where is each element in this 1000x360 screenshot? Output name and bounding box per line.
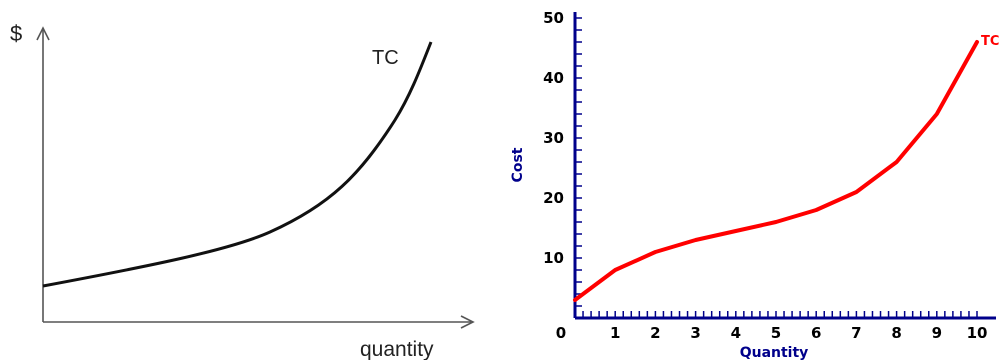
- left-chart: $ quantity TC: [10, 21, 475, 360]
- left-y-axis-label: $: [10, 21, 22, 46]
- right-y-tick-label: 50: [543, 9, 564, 27]
- right-tc-point: [975, 40, 979, 44]
- right-tc-point: [935, 112, 939, 116]
- right-y-tick-label: 30: [543, 129, 564, 147]
- right-x-tick-label: 0: [556, 324, 566, 342]
- right-tc-point: [694, 238, 698, 242]
- right-y-axis-label: Cost: [510, 147, 526, 182]
- right-x-tick-label: 7: [851, 324, 861, 342]
- right-x-tick-label: 6: [811, 324, 821, 342]
- right-x-tick-label: 2: [650, 324, 660, 342]
- left-x-axis-label: quantity: [360, 338, 434, 360]
- right-y-tick-labels: 10 20 30 40 50: [543, 9, 564, 267]
- left-y-axis-arrow: [36, 26, 50, 41]
- right-tc-point: [854, 190, 858, 194]
- right-x-tick-label: 8: [891, 324, 901, 342]
- right-tc-point: [613, 268, 617, 272]
- right-chart: 0 1 2 3 4 5 6 7 8 9 10 10 20 30 40 50 Quantity Cost TC: [510, 9, 999, 360]
- right-x-tick-label: 10: [967, 324, 988, 342]
- right-x-tick-label: 4: [731, 324, 741, 342]
- right-y-tick-label: 40: [543, 69, 564, 87]
- right-tc-line: [573, 40, 979, 302]
- right-tc-point: [573, 298, 577, 302]
- right-x-axis-label: Quantity: [740, 345, 809, 360]
- left-tc-curve: [42, 41, 433, 288]
- right-tc-label: TC: [981, 34, 999, 49]
- right-y-tick-label: 20: [543, 189, 564, 207]
- left-tc-label: TC: [372, 47, 399, 69]
- right-y-tick-label: 10: [543, 249, 564, 267]
- right-tc-points: [573, 40, 979, 302]
- right-tc-point: [734, 229, 738, 233]
- right-tc-point: [774, 220, 778, 224]
- right-minor-ticks: [576, 17, 978, 317]
- right-x-tick-label: 1: [610, 324, 620, 342]
- right-tc-point: [895, 160, 899, 164]
- right-x-tick-label: 9: [932, 324, 942, 342]
- right-x-tick-labels: 0 1 2 3 4 5 6 7 8 9 10: [556, 324, 988, 342]
- right-x-tick-label: 5: [771, 324, 781, 342]
- right-tc-point: [814, 208, 818, 212]
- right-x-tick-label: 3: [690, 324, 700, 342]
- left-x-axis-arrow: [460, 315, 475, 329]
- right-tc-point: [653, 250, 657, 254]
